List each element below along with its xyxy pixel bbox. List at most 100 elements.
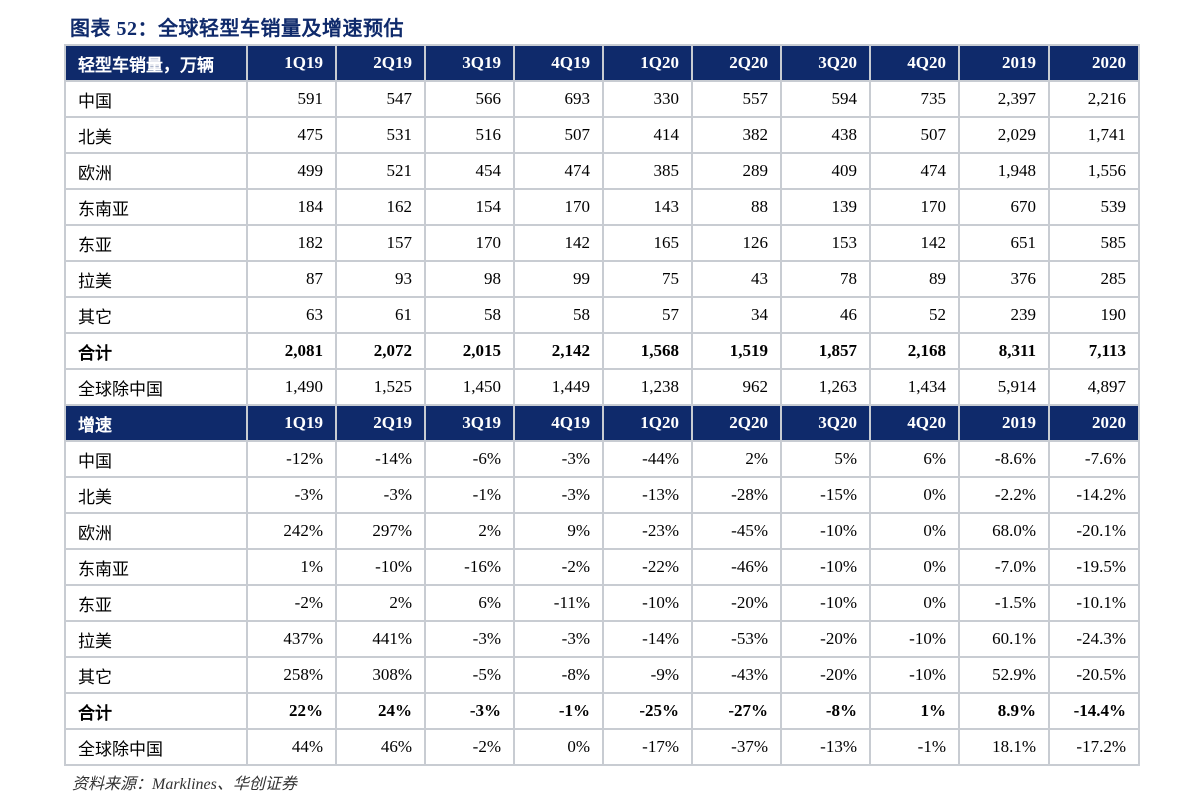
table-cell: 557 xyxy=(691,80,782,118)
table-cell: -20% xyxy=(780,620,871,658)
column-header: 3Q19 xyxy=(424,44,515,82)
table-cell: 2,216 xyxy=(1048,80,1140,118)
table-cell: 87 xyxy=(246,260,337,298)
table-cell: 22% xyxy=(246,692,337,730)
table-cell: 93 xyxy=(335,260,426,298)
table-cell: -17.2% xyxy=(1048,728,1140,766)
table-row: 中国 -12% -14% -6% -3% -44% 2% 5% 6% -8.6% -7.6% xyxy=(64,440,1140,478)
table-cell: 474 xyxy=(869,152,960,190)
table-row: 东亚 182 157 170 142 165 126 153 142 651 585 xyxy=(64,224,1140,262)
table-cell: -10% xyxy=(780,512,871,550)
column-header: 2Q19 xyxy=(335,44,426,82)
table-row: 中国 591 547 566 693 330 557 594 735 2,397 2,216 xyxy=(64,80,1140,118)
table-cell: 99 xyxy=(513,260,604,298)
table-cell: 63 xyxy=(246,296,337,334)
column-header: 4Q19 xyxy=(513,44,604,82)
table-row: 拉美 437% 441% -3% -3% -14% -53% -20% -10% 60.1% -24… xyxy=(64,620,1140,658)
table-cell: -10% xyxy=(335,548,426,586)
table-cell: -5% xyxy=(424,656,515,694)
table-cell: 1,238 xyxy=(602,368,693,406)
row-label: 欧洲 xyxy=(64,152,248,190)
table-cell: 2,029 xyxy=(958,116,1050,154)
table-cell: -10.1% xyxy=(1048,584,1140,622)
table-cell: 474 xyxy=(513,152,604,190)
table-cell: 1% xyxy=(246,548,337,586)
table-cell: 1,525 xyxy=(335,368,426,406)
table-cell: 126 xyxy=(691,224,782,262)
table-cell: 531 xyxy=(335,116,426,154)
table-cell: -28% xyxy=(691,476,782,514)
table-cell: 157 xyxy=(335,224,426,262)
table-cell: 75 xyxy=(602,260,693,298)
table-cell: -14% xyxy=(602,620,693,658)
table-cell: 60.1% xyxy=(958,620,1050,658)
table-cell: -8% xyxy=(513,656,604,694)
table-row: 合计 2,081 2,072 2,015 2,142 1,568 1,519 1,857 2,1… xyxy=(64,332,1140,370)
table-cell: 170 xyxy=(513,188,604,226)
table-cell: 0% xyxy=(513,728,604,766)
table-cell: -13% xyxy=(780,728,871,766)
table-row: 全球除中国 44% 46% -2% 0% -17% -37% -13% -1% 18.1% -17.… xyxy=(64,728,1140,766)
row-label: 中国 xyxy=(64,440,248,478)
row-label: 北美 xyxy=(64,116,248,154)
table-cell: 8,311 xyxy=(958,332,1050,370)
table-row: 北美 475 531 516 507 414 382 438 507 2,029 1,741 xyxy=(64,116,1140,154)
table-cell: 6% xyxy=(424,584,515,622)
table-cell: 507 xyxy=(869,116,960,154)
table-cell: 58 xyxy=(513,296,604,334)
table-cell: 962 xyxy=(691,368,782,406)
table-row: 北美 -3% -3% -1% -3% -13% -28% -15% 0% -2.2% -14.2% xyxy=(64,476,1140,514)
table-cell: 52 xyxy=(869,296,960,334)
table-cell: 385 xyxy=(602,152,693,190)
table-row: 欧洲 242% 297% 2% 9% -23% -45% -10% 0% 68.0% -20.1% xyxy=(64,512,1140,550)
table-cell: 2% xyxy=(691,440,782,478)
table-row: 拉美 87 93 98 99 75 43 78 89 376 285 xyxy=(64,260,1140,298)
table-cell: 6% xyxy=(869,440,960,478)
table-cell: 61 xyxy=(335,296,426,334)
table-cell: 43 xyxy=(691,260,782,298)
table-cell: -2% xyxy=(513,548,604,586)
table-cell: 57 xyxy=(602,296,693,334)
table-cell: 1,857 xyxy=(780,332,871,370)
table-cell: -20.5% xyxy=(1048,656,1140,694)
column-header: 3Q20 xyxy=(780,404,871,442)
table-cell: 285 xyxy=(1048,260,1140,298)
table-row: 全球除中国 1,490 1,525 1,450 1,449 1,238 962 1,263 1,… xyxy=(64,368,1140,406)
table-cell: -2.2% xyxy=(958,476,1050,514)
column-header: 1Q19 xyxy=(246,44,337,82)
table-cell: 89 xyxy=(869,260,960,298)
table-cell: -25% xyxy=(602,692,693,730)
table-row: 其它 63 61 58 58 57 34 46 52 239 190 xyxy=(64,296,1140,334)
table-cell: 414 xyxy=(602,116,693,154)
table-cell: -3% xyxy=(335,476,426,514)
column-header: 2Q19 xyxy=(335,404,426,442)
row-label: 中国 xyxy=(64,80,248,118)
table-cell: -8% xyxy=(780,692,871,730)
table-cell: 735 xyxy=(869,80,960,118)
table-cell: 142 xyxy=(869,224,960,262)
table-cell: 34 xyxy=(691,296,782,334)
row-label: 东南亚 xyxy=(64,188,248,226)
column-header: 3Q20 xyxy=(780,44,871,82)
row-label: 全球除中国 xyxy=(64,728,248,766)
table-cell: 5,914 xyxy=(958,368,1050,406)
table-cell: 437% xyxy=(246,620,337,658)
table-cell: 507 xyxy=(513,116,604,154)
table-cell: 165 xyxy=(602,224,693,262)
column-header: 4Q20 xyxy=(869,44,960,82)
table-cell: -15% xyxy=(780,476,871,514)
table-cell: 242% xyxy=(246,512,337,550)
table-cell: 2,072 xyxy=(335,332,426,370)
table-cell: 1,741 xyxy=(1048,116,1140,154)
table-cell: 4,897 xyxy=(1048,368,1140,406)
table-cell: 98 xyxy=(424,260,515,298)
table-cell: -6% xyxy=(424,440,515,478)
table-cell: -22% xyxy=(602,548,693,586)
table-cell: -27% xyxy=(691,692,782,730)
growth-header-row: 增速 1Q19 2Q19 3Q19 4Q19 1Q20 2Q20 3Q20 4Q20 2019 20… xyxy=(64,404,1140,442)
table-cell: -3% xyxy=(513,440,604,478)
table-cell: -14% xyxy=(335,440,426,478)
table-cell: 8.9% xyxy=(958,692,1050,730)
table-cell: -9% xyxy=(602,656,693,694)
row-label: 北美 xyxy=(64,476,248,514)
